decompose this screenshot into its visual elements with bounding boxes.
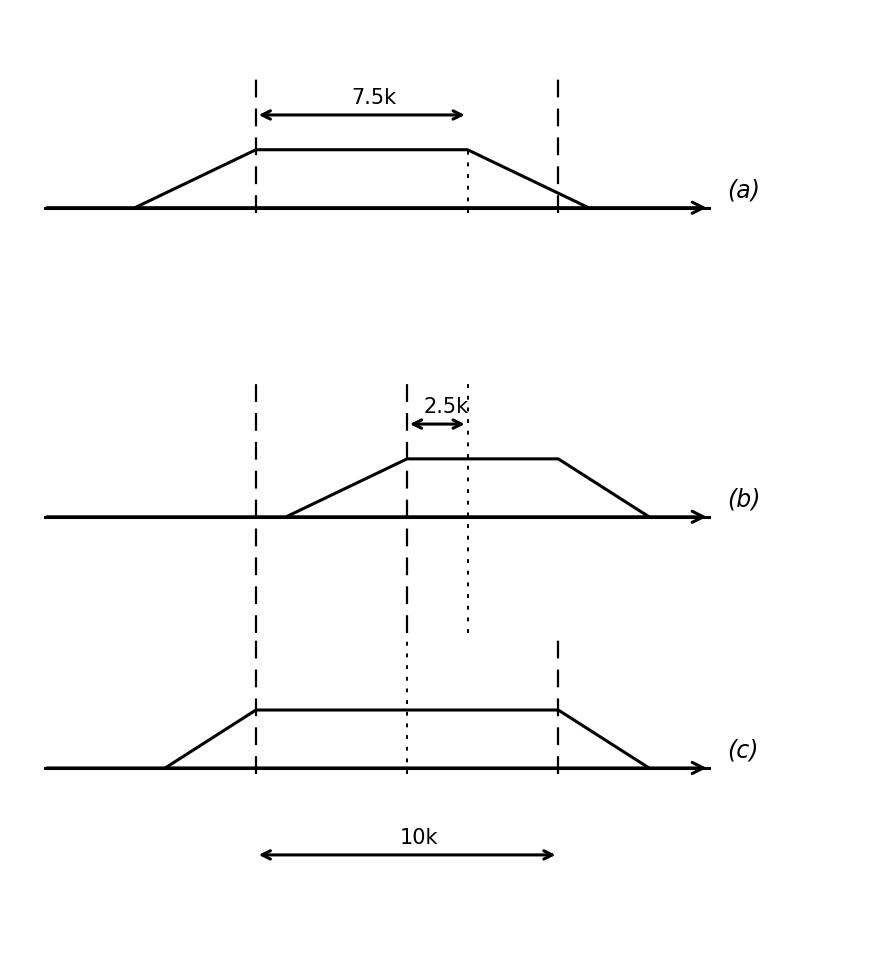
Text: (b): (b) [727,488,761,511]
Text: 2.5k: 2.5k [424,397,469,417]
Text: 7.5k: 7.5k [351,88,396,108]
Text: (c): (c) [727,739,759,762]
Text: 10k: 10k [400,828,438,848]
Text: (a): (a) [727,179,760,202]
